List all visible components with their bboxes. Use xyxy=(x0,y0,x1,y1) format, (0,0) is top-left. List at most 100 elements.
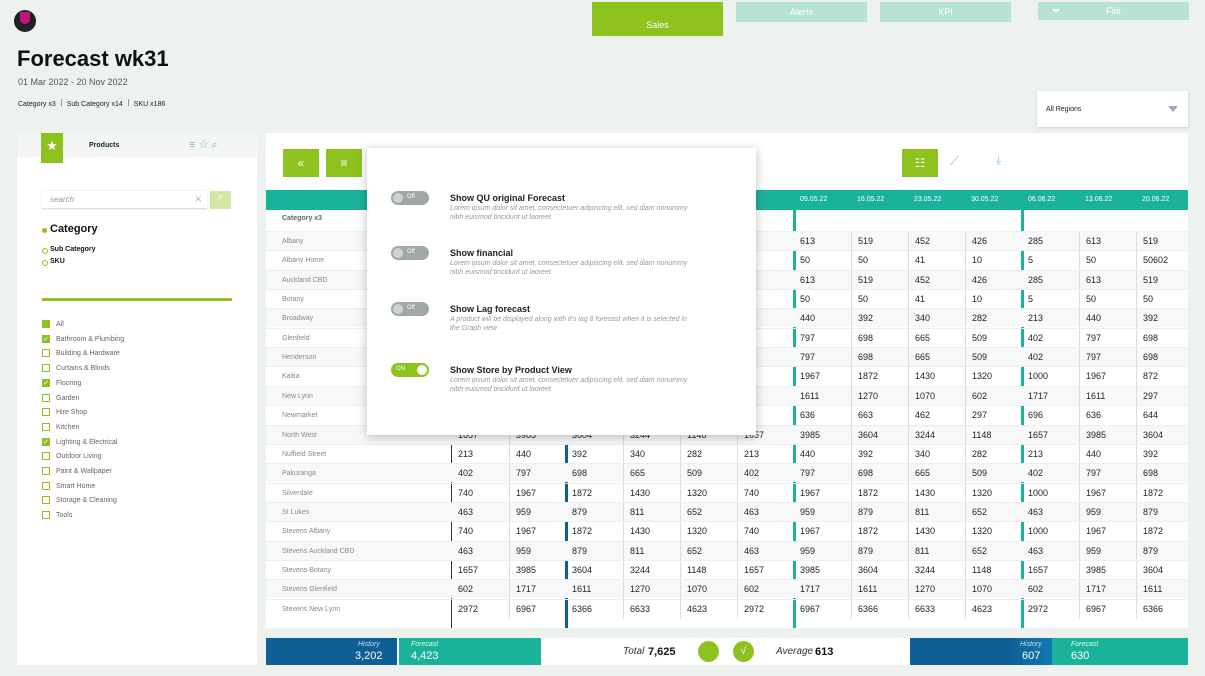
cell: 2972 xyxy=(737,599,794,619)
sidebar-icons: ≡ ☆ ⌕ xyxy=(189,139,218,151)
checkbox[interactable]: ✓ xyxy=(42,378,50,387)
cell: 463 xyxy=(1028,506,1044,517)
cell: 41 xyxy=(908,251,965,271)
cell: 297 xyxy=(965,406,1022,426)
cell: 1872 xyxy=(851,522,908,542)
cell: 1270 xyxy=(851,386,908,406)
cell: 1611 xyxy=(1136,580,1193,600)
cell: 3244 xyxy=(908,425,965,445)
table-row: Pakuranga 402 797 698 665 509 402 797 698 665 509 4… xyxy=(266,463,1188,484)
row-label: Nuffield Street xyxy=(282,450,327,458)
cell: 392 xyxy=(851,444,908,464)
cell: 652 xyxy=(965,502,1022,522)
download-button[interactable]: ⤓ xyxy=(996,153,1002,167)
checkbox[interactable] xyxy=(42,467,50,475)
category-label: Storage & Cleaning xyxy=(56,497,117,505)
cell: 462 xyxy=(908,406,965,426)
toggle[interactable]: ON xyxy=(391,363,429,377)
cell: 519 xyxy=(851,232,908,251)
cell: 50 xyxy=(1136,290,1193,310)
total-icon xyxy=(698,641,719,662)
cell: 509 xyxy=(965,464,1022,484)
tab[interactable]: Sales xyxy=(592,2,723,36)
graph-view-button[interactable]: ⟋ xyxy=(950,153,960,168)
option-description: Lorem ipsum dolor sit amet, consectetuer… xyxy=(450,205,688,221)
checkbox[interactable] xyxy=(42,408,50,417)
category-label: Curtains & Blinds xyxy=(56,365,110,373)
cell: 696 xyxy=(1028,410,1044,421)
row-label: Kaitia xyxy=(282,373,300,381)
cell: 3985 xyxy=(1079,425,1136,445)
cell: 644 xyxy=(1136,406,1193,426)
cell: 6366 xyxy=(572,603,593,614)
level-label[interactable]: Sub Category xyxy=(50,246,96,253)
cell: 50 xyxy=(1079,251,1136,271)
tab-arrow xyxy=(1052,9,1060,13)
cell: 959 xyxy=(509,502,566,522)
toggle[interactable]: Off xyxy=(391,191,429,205)
sidebar: ★ Products ≡ ☆ ⌕ search ✕ ⌕ Category Sub … xyxy=(17,133,257,665)
tab[interactable]: KPI xyxy=(880,2,1011,22)
category-label: Kitchen xyxy=(56,423,80,431)
cell: 452 xyxy=(908,270,965,290)
checkbox[interactable]: ✓ xyxy=(42,437,50,446)
cell: 740 xyxy=(458,526,474,537)
region-select[interactable]: All Regions xyxy=(1037,91,1188,127)
cell: 3985 xyxy=(1079,560,1136,580)
cell: 1967 xyxy=(1079,367,1136,387)
cell: 698 xyxy=(851,348,908,368)
collapse-button[interactable]: « xyxy=(283,149,319,177)
tab[interactable]: Alerts xyxy=(736,2,867,22)
cell: 811 xyxy=(908,541,965,561)
cell: 463 xyxy=(1028,545,1044,556)
cell: 698 xyxy=(1136,464,1193,484)
column-divider xyxy=(793,190,796,628)
row-label: Pakuranga xyxy=(282,470,316,478)
level-label[interactable]: Category xyxy=(50,223,98,235)
cell: 1967 xyxy=(509,522,566,542)
cell: 519 xyxy=(851,270,908,290)
toggle[interactable]: Off xyxy=(391,302,429,316)
cell: 959 xyxy=(800,545,816,556)
checkbox[interactable] xyxy=(42,349,50,358)
tab-label: KPI xyxy=(938,7,953,17)
cell: 6633 xyxy=(623,599,680,619)
tab-label: File xyxy=(1106,6,1121,16)
tab-label: Sales xyxy=(646,20,669,30)
level-label[interactable]: SKU xyxy=(50,258,65,265)
checkbox[interactable] xyxy=(42,422,50,431)
toggle-knob xyxy=(393,248,403,258)
products-tab[interactable]: Products xyxy=(89,142,120,149)
checkbox[interactable]: ✓ xyxy=(42,334,50,343)
cell: 3244 xyxy=(908,560,965,580)
cell: 1717 xyxy=(1079,580,1136,600)
cell: 41 xyxy=(908,290,965,310)
column-header: 20.06.22 xyxy=(1142,196,1170,203)
checkbox[interactable] xyxy=(42,364,50,373)
cell: 1967 xyxy=(800,526,821,537)
cell: 652 xyxy=(680,502,737,522)
cell: 740 xyxy=(458,487,474,498)
cell: 602 xyxy=(965,386,1022,406)
checkbox[interactable] xyxy=(42,496,50,505)
checkbox[interactable] xyxy=(42,393,50,402)
toggle-label: Off xyxy=(407,249,415,255)
menu-button[interactable]: ≡ xyxy=(326,149,362,177)
star-tab[interactable]: ★ xyxy=(41,133,63,163)
table-view-button[interactable]: ☷ xyxy=(902,149,938,177)
logo xyxy=(14,10,36,32)
cell: 1148 xyxy=(965,560,1022,580)
checkbox[interactable] xyxy=(42,320,50,328)
search-box[interactable]: search ✕ xyxy=(42,191,207,209)
checkbox[interactable] xyxy=(42,481,50,490)
cell: 602 xyxy=(458,584,474,595)
cell: 1967 xyxy=(1079,522,1136,542)
search-button[interactable]: ⌕ xyxy=(210,191,231,209)
tab[interactable]: File xyxy=(1038,2,1189,20)
cell: 3244 xyxy=(623,560,680,580)
checkbox[interactable] xyxy=(42,511,50,520)
toggle[interactable]: Off xyxy=(391,246,429,260)
cell: 2972 xyxy=(1028,603,1049,614)
footer: History 3,202 Forecast 4,423 Total 7,625… xyxy=(266,638,1188,665)
checkbox[interactable] xyxy=(42,452,50,461)
